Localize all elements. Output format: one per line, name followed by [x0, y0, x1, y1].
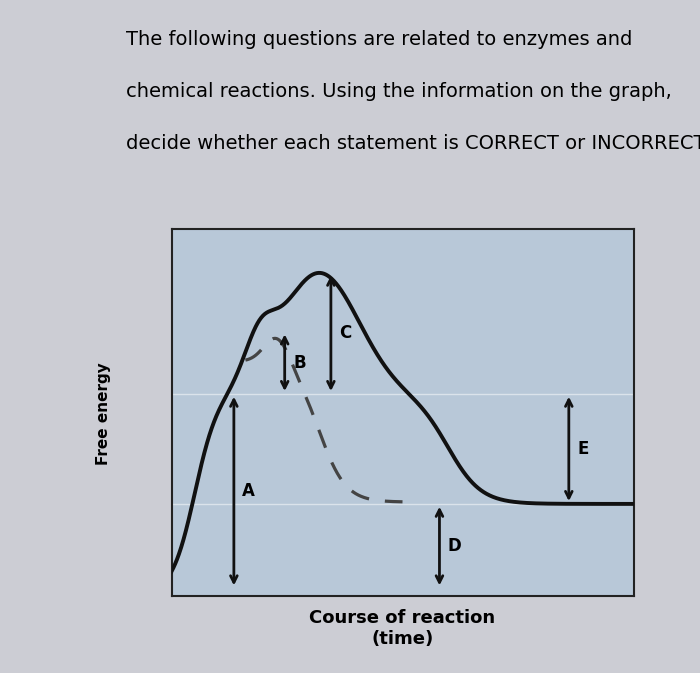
Text: D: D — [448, 537, 461, 555]
Text: chemical reactions. Using the information on the graph,: chemical reactions. Using the informatio… — [126, 82, 672, 101]
Text: Free energy: Free energy — [96, 363, 111, 465]
Text: B: B — [293, 354, 306, 371]
Text: E: E — [577, 440, 589, 458]
Text: A: A — [242, 482, 255, 500]
Text: C: C — [340, 324, 351, 343]
X-axis label: Course of reaction
(time): Course of reaction (time) — [309, 610, 496, 648]
Text: decide whether each statement is CORRECT or INCORRECT:: decide whether each statement is CORRECT… — [126, 134, 700, 153]
Text: The following questions are related to enzymes and: The following questions are related to e… — [126, 30, 632, 49]
